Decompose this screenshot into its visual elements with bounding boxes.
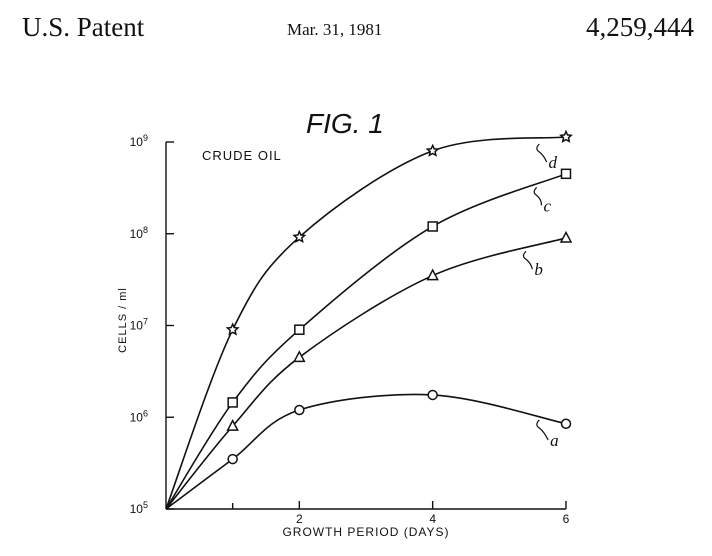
series-markers [225, 129, 573, 465]
series-b-leader [522, 250, 533, 270]
series-b-point [426, 268, 439, 281]
series-labels: a b c d [522, 143, 559, 450]
x-axis-label: GROWTH PERIOD (DAYS) [282, 525, 449, 539]
series-c-point [427, 221, 438, 232]
patent-header: U.S. Patent Mar. 31, 1981 4,259,444 [0, 0, 712, 60]
series-d-point [225, 322, 240, 336]
series-c-point [227, 397, 238, 408]
series-d-point [559, 129, 573, 143]
axes: 105 106 107 108 109 2 4 6 [130, 133, 570, 526]
series-b-point [226, 419, 239, 431]
x-tick-label: 6 [563, 512, 570, 526]
series-b-point [559, 230, 573, 243]
series-c-point [560, 168, 572, 180]
patent-office-label: U.S. Patent [22, 12, 145, 42]
series-d-point [425, 143, 440, 157]
series-a-line [165, 393, 567, 510]
figure-title: FIG. 1 [306, 108, 384, 139]
series-a-leader [536, 419, 549, 441]
y-tick-label: 106 [130, 408, 148, 424]
series-d-point [292, 229, 307, 243]
y-axis-label: CELLS / ml [117, 287, 129, 353]
patent-date: Mar. 31, 1981 [287, 20, 383, 39]
x-tick-label: 2 [296, 512, 303, 526]
series-b-label: b [534, 260, 543, 279]
series-d-line [165, 136, 567, 510]
series-c-leader [533, 186, 543, 206]
series-a-point [560, 418, 572, 429]
series-c-point [294, 324, 305, 335]
series-a-point [294, 404, 305, 416]
y-tick-label: 109 [130, 133, 148, 149]
series-b-line [165, 237, 567, 510]
x-tick-label: 4 [429, 512, 436, 526]
y-tick-label: 108 [130, 225, 148, 241]
series-curves [165, 136, 567, 510]
crude-oil-annotation: CRUDE OIL [202, 148, 282, 163]
series-c-label: c [543, 196, 551, 215]
y-tick-label: 107 [130, 317, 148, 333]
series-d-label: d [549, 153, 558, 172]
series-a-point [427, 389, 438, 401]
series-a-point [227, 453, 238, 465]
series-d-leader [536, 143, 548, 163]
series-a-label: a [550, 431, 559, 450]
y-tick-label: 105 [130, 500, 148, 516]
series-c-line [165, 173, 567, 510]
patent-number: 4,259,444 [586, 12, 694, 42]
series-b-point [293, 350, 306, 363]
